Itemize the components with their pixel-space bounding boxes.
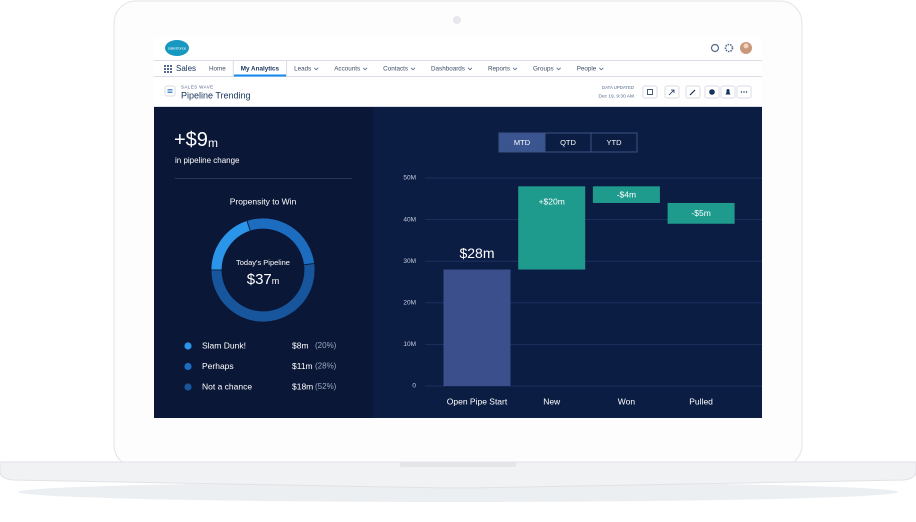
updated-time: Dec 19, 9:30 AM: [599, 93, 634, 99]
amount: +$9: [174, 129, 208, 151]
nav-tab[interactable]: Groups: [533, 66, 554, 73]
y-tick-label: 40M: [403, 216, 416, 223]
nav-tab[interactable]: Accounts: [334, 66, 360, 73]
icon: [746, 91, 747, 92]
x-tick-label: Pulled: [689, 396, 713, 406]
tab-underline: [234, 75, 286, 77]
period-label: MTD: [514, 138, 531, 147]
legend-name: Slam Dunk!: [202, 340, 246, 350]
nav-tab[interactable]: Home: [209, 66, 226, 73]
value-label: +$20m: [539, 197, 565, 207]
y-tick-label: 30M: [403, 258, 416, 265]
y-tick-label: 10M: [403, 341, 416, 348]
legend-dot: [184, 342, 191, 349]
page-title: Pipeline Trending: [181, 90, 251, 100]
y-tick-label: 20M: [403, 300, 416, 307]
avatar-face: [744, 44, 749, 49]
legend-percent: (28%): [315, 362, 337, 371]
nav-tab[interactable]: Reports: [488, 66, 510, 73]
period-label: YTD: [607, 138, 623, 147]
updated-label: DATA UPDATED: [602, 85, 634, 90]
dot: [167, 65, 169, 67]
dot: [164, 65, 166, 67]
eyebrow: SALES WAVE: [181, 85, 214, 90]
icon: [741, 91, 742, 92]
dot: [167, 68, 169, 70]
dot: [170, 68, 172, 70]
x-tick-label: New: [543, 396, 561, 406]
icon: [743, 91, 744, 92]
unit: m: [208, 136, 218, 150]
legend-percent: (52%): [315, 382, 337, 391]
unit: m: [272, 276, 280, 286]
dot: [164, 71, 166, 73]
legend-dot: [184, 363, 191, 370]
legend-percent: (20%): [315, 341, 337, 350]
donut-center-label: Today's Pipeline: [236, 258, 290, 267]
toolbar-button[interactable]: [643, 86, 657, 98]
legend-dot: [184, 383, 191, 390]
value-label: -$4m: [617, 189, 636, 199]
waterfall-bar: [444, 270, 511, 386]
legend-amount: $11m: [292, 361, 313, 371]
legend-name: Perhaps: [202, 361, 234, 371]
legend-amount: $18m: [292, 381, 313, 391]
app-launcher[interactable]: [164, 65, 172, 73]
app-name: Sales: [176, 64, 196, 73]
dot: [170, 65, 172, 67]
dot: [170, 71, 172, 73]
legend-amount: $8m: [292, 340, 309, 350]
summary-caption: in pipeline change: [175, 156, 240, 165]
icon: [709, 89, 715, 95]
amount: $37: [247, 271, 272, 288]
base-notch: [400, 462, 516, 467]
value-label: $28m: [459, 245, 494, 261]
x-tick-label: Won: [618, 396, 636, 406]
dot: [164, 68, 166, 70]
donut-title: Propensity to Win: [230, 196, 297, 206]
dot: [167, 71, 169, 73]
nav-tab[interactable]: Leads: [294, 66, 311, 73]
period-toggle: MTD QTD YTD: [499, 133, 637, 152]
y-tick-label: 50M: [403, 175, 416, 182]
camera: [453, 16, 461, 24]
y-tick-label: 0: [412, 383, 416, 390]
value-label: -$5m: [691, 208, 710, 218]
legend-name: Not a chance: [202, 381, 252, 391]
nav-tab[interactable]: People: [577, 66, 597, 73]
logo-text: salesforce: [168, 46, 187, 51]
nav-tab[interactable]: Dashboards: [431, 66, 465, 73]
nav-tab[interactable]: Contacts: [383, 66, 408, 73]
nav-tab[interactable]: My Analytics: [241, 66, 280, 73]
period-label: QTD: [560, 138, 576, 147]
x-tick-label: Open Pipe Start: [447, 396, 508, 406]
